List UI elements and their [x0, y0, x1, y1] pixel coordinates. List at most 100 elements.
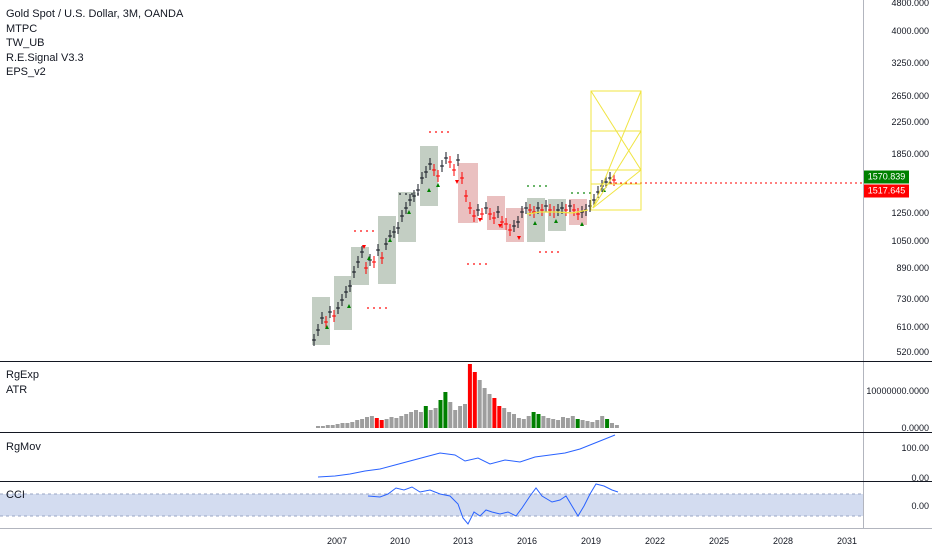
- atr-bar: [399, 416, 404, 428]
- price-axis-label: 2650.000: [891, 91, 929, 101]
- atr-bar: [345, 423, 350, 428]
- level-dot: [441, 131, 443, 133]
- atr-bar: [556, 420, 561, 428]
- price-axis-label: 4000.000: [891, 26, 929, 36]
- atr-bar: [458, 406, 463, 428]
- pane-separator[interactable]: [0, 361, 932, 362]
- atr-bar: [360, 419, 365, 428]
- atr-bar: [590, 422, 595, 428]
- atr-bar: [414, 410, 418, 428]
- pane-separator[interactable]: [0, 432, 932, 433]
- time-axis[interactable]: [0, 529, 863, 550]
- atr-bar: [546, 418, 551, 428]
- level-dot: [354, 230, 356, 232]
- time-axis-label: 2016: [516, 536, 538, 546]
- atr-bar: [330, 425, 335, 428]
- cci-axis[interactable]: 0.00: [863, 482, 932, 528]
- buy-signal-marker: [325, 325, 329, 329]
- level-dot: [411, 193, 413, 195]
- rgmov-axis-label: 0.00: [911, 473, 929, 483]
- sell-signal-marker: [362, 245, 366, 249]
- range-box: [506, 208, 524, 242]
- buy-signal-marker: [367, 256, 371, 260]
- level-dot: [539, 185, 541, 187]
- price-axis-label: 730.000: [896, 294, 929, 304]
- level-dot: [583, 192, 585, 194]
- rgexp-axis[interactable]: 10000000.0000 0.0000: [863, 362, 932, 433]
- cci-legend: CCI: [6, 488, 25, 503]
- chart-legend: Gold Spot / U.S. Dollar, 3M, OANDA MTPC …: [6, 7, 183, 80]
- atr-bar: [502, 408, 507, 428]
- cci-line: [0, 483, 863, 525]
- projection-ray: [592, 169, 642, 209]
- buy-signal-marker: [554, 219, 558, 223]
- price-axis-label: 2250.000: [891, 117, 929, 127]
- level-dot: [571, 192, 573, 194]
- atr-bar: [521, 419, 526, 428]
- sell-signal-marker: [455, 180, 459, 184]
- rgmov-title[interactable]: RgMov: [6, 441, 41, 453]
- atr-bar: [320, 426, 325, 428]
- sell-signal-marker: [478, 218, 482, 222]
- atr-bar: [384, 419, 389, 428]
- atr-bar: [350, 422, 355, 428]
- level-dot: [360, 230, 362, 232]
- atr-bar: [516, 418, 521, 428]
- atr-bar: [467, 364, 472, 428]
- indicator-eps[interactable]: EPS_v2: [6, 66, 46, 78]
- atr-bar: [580, 420, 585, 428]
- projection-baseline: [526, 209, 589, 215]
- level-dot: [373, 307, 375, 309]
- atr-bar: [492, 398, 497, 428]
- atr-bar: [335, 424, 340, 428]
- price-axis[interactable]: 4800.000 4000.000 3250.000 2650.000 2250…: [863, 0, 932, 361]
- atr-bar: [325, 425, 330, 428]
- level-dot: [379, 307, 381, 309]
- range-box: [312, 297, 330, 345]
- range-box: [378, 216, 396, 284]
- projection-ray: [592, 130, 642, 209]
- cci-title[interactable]: CCI: [6, 489, 25, 501]
- indicator-re-signal[interactable]: R.E.Signal V3.3: [6, 51, 84, 64]
- indicator-mtpc[interactable]: MTPC: [6, 22, 38, 35]
- buy-signal-marker: [388, 238, 392, 242]
- time-axis-label: 2010: [389, 536, 411, 546]
- buy-signal-marker: [580, 222, 584, 226]
- atr-title[interactable]: ATR: [6, 383, 28, 396]
- rgexp-title[interactable]: RgExp: [6, 369, 40, 381]
- time-axis-label: 2022: [644, 536, 666, 546]
- price-chart-canvas[interactable]: [0, 0, 863, 361]
- price-tag-lower: 1517.645: [864, 184, 909, 198]
- atr-bar: [355, 420, 360, 428]
- rgexp-axis-label: 0.0000: [901, 423, 929, 433]
- time-axis-label: 2025: [708, 536, 730, 546]
- atr-bar: [565, 418, 570, 428]
- level-dot: [539, 251, 541, 253]
- indicator-tw-ub[interactable]: TW_UB: [6, 37, 45, 49]
- level-dot: [527, 185, 529, 187]
- atr-bar: [551, 419, 556, 428]
- atr-bar: [507, 412, 512, 428]
- pane-separator[interactable]: [0, 481, 932, 482]
- atr-bar: [463, 404, 467, 428]
- atr-bar: [316, 426, 320, 428]
- level-dot: [467, 263, 469, 265]
- level-dot: [385, 307, 387, 309]
- atr-bar: [433, 408, 438, 428]
- atr-bar: [531, 412, 536, 428]
- level-dot: [417, 193, 419, 195]
- rgmov-axis[interactable]: 100.00 0.00: [863, 433, 932, 483]
- level-dot: [435, 131, 437, 133]
- time-axis-label: 2031: [836, 536, 858, 546]
- price-tag-upper: 1570.839: [864, 170, 909, 184]
- price-axis-label: 1850.000: [891, 149, 929, 159]
- level-dot: [405, 193, 407, 195]
- atr-bar: [614, 425, 619, 428]
- level-dot: [479, 263, 481, 265]
- price-axis-label: 4800.000: [891, 0, 929, 8]
- atr-bar: [600, 416, 605, 428]
- symbol-title[interactable]: Gold Spot / U.S. Dollar, 3M, OANDA: [6, 8, 184, 20]
- sell-signal-marker: [498, 224, 502, 228]
- atr-bar: [443, 392, 448, 428]
